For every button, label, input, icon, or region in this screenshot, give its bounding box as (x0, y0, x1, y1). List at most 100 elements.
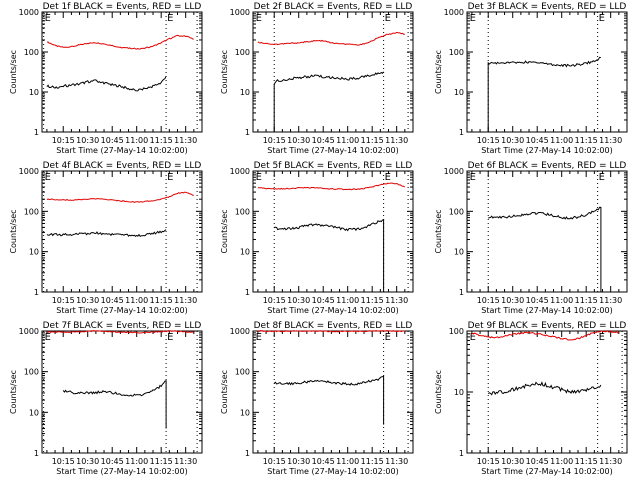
y-tick-label: 1000 (444, 167, 464, 176)
events-series-line (62, 379, 167, 429)
event-marker-label: E (167, 13, 173, 24)
events-series-line (273, 71, 385, 132)
x-tick-label: 11:30 (174, 136, 197, 145)
panel-title: Det 2f BLACK = Events, RED = LLD (254, 2, 413, 12)
plot-frame (466, 170, 628, 293)
y-tick-label: 1 (459, 449, 464, 458)
event-marker-label: E (45, 332, 51, 343)
x-tick-label: 11:00 (336, 457, 359, 466)
panel-title: Det 1f BLACK = Events, RED = LLD (43, 2, 202, 12)
x-axis-label: Start Time (27-May-14 10:02:00) (56, 306, 187, 315)
x-tick-label: 10:45 (101, 457, 124, 466)
x-tick-label: 10:15 (263, 136, 286, 145)
x-axis-label: Start Time (27-May-14 10:02:00) (481, 306, 612, 315)
chart-panel-2: Det 2f BLACK = Events, RED = LLD 1 10 100 10… (220, 2, 414, 155)
y-tick-label: 1000 (19, 327, 39, 336)
y-tick-label: 1000 (444, 8, 464, 17)
panel-title: Det 5f BLACK = Events, RED = LLD (254, 161, 413, 171)
x-axis-label: Start Time (27-May-14 10:02:00) (56, 146, 187, 155)
x-tick-label: 10:15 (263, 457, 286, 466)
x-tick-label: 11:00 (550, 457, 573, 466)
y-tick-label: 1 (245, 128, 250, 137)
chart-panel-9: Det 9f BLACK = Events, RED = LLD 1 10 100 10… (434, 321, 628, 476)
y-axis-label: Counts/sec (9, 209, 18, 253)
chart-panel-6: Det 6f BLACK = Events, RED = LLD 1 10 100 10… (434, 161, 628, 315)
y-tick-label: 100 (449, 327, 464, 336)
x-axis-label: Start Time (27-May-14 10:02:00) (56, 467, 187, 476)
x-tick-label: 11:30 (385, 136, 408, 145)
event-marker-label: E (599, 172, 605, 183)
y-axis-label: Counts/sec (220, 50, 229, 94)
x-tick-label: 10:30 (76, 296, 99, 305)
lld-series-line (257, 182, 406, 191)
x-tick-label: 11:15 (361, 136, 384, 145)
x-tick-label: 10:15 (477, 136, 500, 145)
chart-panel-7: Det 7f BLACK = Events, RED = LLD 1 10 100 10… (9, 321, 203, 476)
x-axis-label: Start Time (27-May-14 10:02:00) (267, 467, 398, 476)
y-tick-label: 1 (34, 128, 39, 137)
y-tick-label: 10 (29, 248, 39, 257)
y-axis-label: Counts/sec (9, 370, 18, 414)
x-tick-label: 11:00 (125, 296, 148, 305)
event-marker-label: E (256, 13, 262, 24)
x-axis-label: Start Time (27-May-14 10:02:00) (267, 306, 398, 315)
panel-title: Det 4f BLACK = Events, RED = LLD (43, 161, 202, 171)
y-axis-label: Counts/sec (220, 370, 229, 414)
x-tick-label: 11:30 (599, 457, 622, 466)
x-tick-label: 10:15 (477, 457, 500, 466)
event-marker-label: E (385, 332, 391, 343)
panel-title: Det 3f BLACK = Events, RED = LLD (468, 2, 627, 12)
event-marker-label: E (256, 332, 262, 343)
x-tick-label: 10:45 (526, 457, 549, 466)
plot-frame (466, 330, 628, 454)
plot-frame (252, 11, 414, 133)
x-tick-label: 10:30 (501, 136, 524, 145)
plot-frame (41, 11, 203, 133)
y-tick-label: 1000 (230, 327, 250, 336)
x-tick-label: 10:45 (101, 136, 124, 145)
y-tick-label: 1 (34, 449, 39, 458)
x-tick-label: 10:30 (501, 457, 524, 466)
event-marker-label: E (599, 13, 605, 24)
y-tick-label: 1 (459, 288, 464, 297)
y-tick-label: 10 (454, 248, 464, 257)
x-tick-label: 10:30 (287, 457, 310, 466)
x-tick-label: 11:30 (174, 457, 197, 466)
plot-frame (41, 330, 203, 454)
events-series-line (487, 56, 602, 132)
event-marker-label: E (45, 172, 51, 183)
event-marker-label: E (470, 332, 476, 343)
event-marker-label: E (256, 172, 262, 183)
x-tick-label: 11:15 (575, 457, 598, 466)
x-tick-label: 11:15 (361, 457, 384, 466)
y-tick-label: 10 (240, 408, 250, 417)
event-marker-label: E (385, 172, 391, 183)
event-marker-label: E (167, 332, 173, 343)
y-axis-label: Counts/sec (9, 50, 18, 94)
y-tick-label: 100 (449, 48, 464, 57)
lld-series-line (471, 329, 620, 341)
lld-series-line (46, 191, 194, 203)
x-tick-label: 11:15 (575, 136, 598, 145)
x-tick-label: 10:15 (52, 136, 75, 145)
panel-title: Det 7f BLACK = Events, RED = LLD (43, 321, 202, 331)
events-series-line (46, 229, 167, 237)
y-tick-label: 10 (29, 88, 39, 97)
plot-frame (466, 11, 628, 133)
y-axis-label: Counts/sec (220, 209, 229, 253)
y-tick-label: 100 (235, 368, 250, 377)
x-tick-label: 10:45 (312, 457, 335, 466)
x-tick-label: 11:00 (336, 136, 359, 145)
x-tick-label: 10:45 (312, 136, 335, 145)
y-tick-label: 1000 (19, 167, 39, 176)
x-axis-label: Start Time (27-May-14 10:02:00) (481, 146, 612, 155)
x-axis-label: Start Time (27-May-14 10:02:00) (267, 146, 398, 155)
y-axis-label: Counts/sec (434, 50, 443, 94)
y-tick-label: 1 (459, 128, 464, 137)
x-tick-label: 11:00 (336, 296, 359, 305)
event-marker-label: E (599, 332, 605, 343)
chart-panel-3: Det 3f BLACK = Events, RED = LLD 1 10 100 10… (434, 2, 628, 155)
y-axis-label: Counts/sec (434, 209, 443, 253)
x-tick-label: 11:00 (125, 136, 148, 145)
